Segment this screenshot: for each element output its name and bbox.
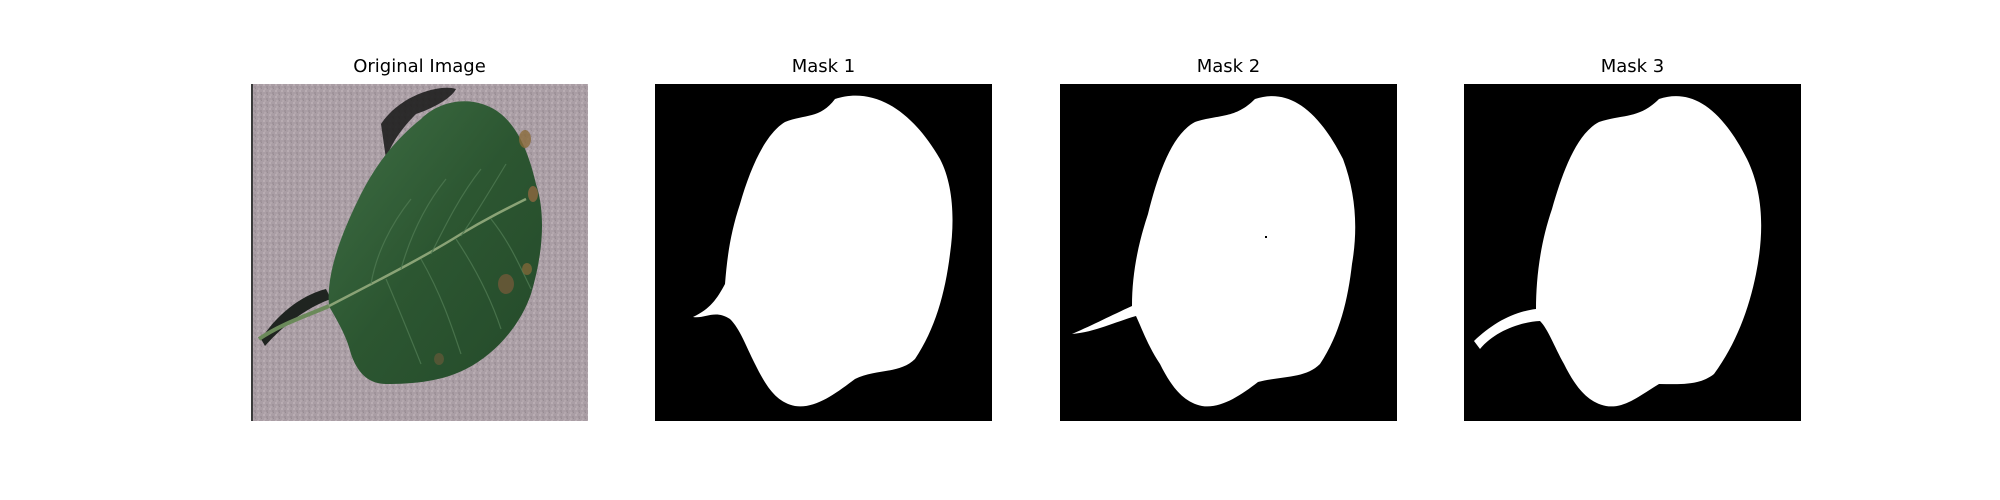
panel-title: Original Image [353,56,486,77]
panel-mask-1: Mask 1 [655,0,992,500]
panel-title: Mask 2 [1196,56,1261,77]
original-image [251,84,588,421]
panel-title: Mask 3 [1600,56,1665,77]
panel-original-image: Original Image [251,0,588,500]
panel-mask-2: Mask 2 [1060,0,1397,500]
mask-2-image [1060,84,1397,421]
panel-mask-3: Mask 3 [1464,0,1801,500]
mask-3-image [1464,84,1801,421]
panel-title: Mask 1 [791,56,856,77]
mask-1-image [655,84,992,421]
